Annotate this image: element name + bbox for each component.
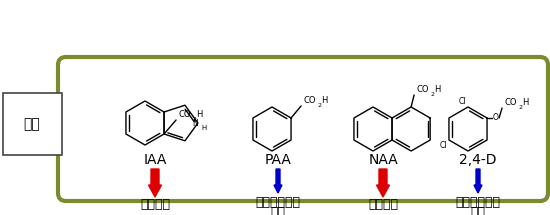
Text: H: H <box>196 110 202 119</box>
Text: N: N <box>192 118 198 127</box>
Text: CO: CO <box>504 98 516 107</box>
Text: 2: 2 <box>317 103 321 108</box>
Text: 輸送: 輸送 <box>271 206 285 215</box>
FancyArrow shape <box>474 169 482 193</box>
FancyArrow shape <box>274 169 282 193</box>
Text: H: H <box>321 96 327 105</box>
Text: 方向性のない: 方向性のない <box>455 195 500 209</box>
Text: Cl: Cl <box>459 97 466 106</box>
FancyBboxPatch shape <box>58 57 548 201</box>
FancyBboxPatch shape <box>3 93 62 155</box>
Text: IAA: IAA <box>144 153 167 167</box>
Text: 2: 2 <box>518 105 522 110</box>
Text: NAA: NAA <box>368 153 398 167</box>
Text: H: H <box>434 85 441 94</box>
Text: H: H <box>202 125 207 131</box>
Text: CO: CO <box>416 85 428 94</box>
Text: 2,4-D: 2,4-D <box>459 153 497 167</box>
Text: 極性輸送: 極性輸送 <box>140 198 170 212</box>
Text: 2: 2 <box>192 117 196 122</box>
Text: 極性輸送: 極性輸送 <box>368 198 398 212</box>
Text: PAA: PAA <box>265 153 292 167</box>
FancyArrow shape <box>377 169 389 197</box>
FancyArrow shape <box>148 169 162 197</box>
Text: CO: CO <box>303 96 316 105</box>
Text: CO: CO <box>178 110 190 119</box>
Text: 方向性のない: 方向性のない <box>256 195 300 209</box>
Text: 2: 2 <box>430 92 434 97</box>
Text: 輸送: 輸送 <box>470 206 486 215</box>
Text: Cl: Cl <box>439 141 447 150</box>
Text: 細胞: 細胞 <box>24 117 40 131</box>
Text: H: H <box>522 98 529 107</box>
Text: O: O <box>493 114 499 123</box>
